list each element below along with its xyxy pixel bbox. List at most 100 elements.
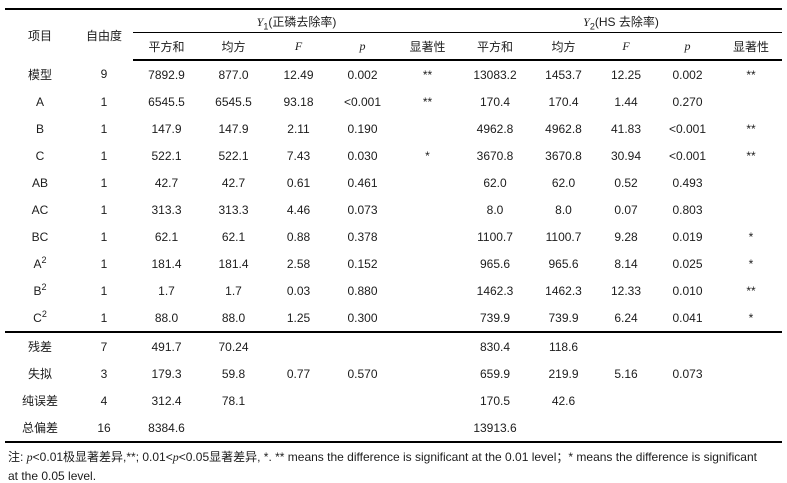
cell-y1-sum-squares: 147.9 [151,121,182,136]
cell-y2-f-value: 6.24 [614,310,638,325]
table-note: 注: p<0.01极显著差异,**; 0.01<p<0.05显著差异, *. *… [5,448,782,483]
header-y1-p: p [330,32,395,61]
cell-y1-f-value: 1.25 [286,310,311,325]
table-row: BC 1 62.1 62.1 0.88 0.378 1100.7 1100.7 9.28 0.01… [5,223,782,250]
cell-y2-sum-squares: 4962.8 [476,121,514,136]
cell-y2-f-value: 1.44 [614,94,638,109]
cell-y2-sum-squares: 965.6 [480,256,511,271]
cell-y1-p-value: 0.378 [347,229,378,244]
cell-y1-p-value [330,387,395,414]
cell-y1-p-value: 0.570 [347,366,378,381]
cell-y1-sum-squares: 179.3 [151,366,182,381]
table-row: A2 1 181.4 181.4 2.58 0.152 965.6 965.6 8.14 0.02… [5,250,782,277]
cell-df: 1 [100,148,108,163]
header-item: 项目 [27,28,52,43]
cell-y2-significance: ** [746,148,756,163]
table-note-line2: at the 0.05 level. [8,469,97,483]
note-text: <0.01极显著差异,**; 0.01< [32,450,173,464]
y2-group-label: (HS 去除率) [594,14,659,29]
header-y2-sum-squares: 平方和 [460,32,531,61]
table-row: C 1 522.1 522.1 7.43 0.030 * 3670.8 3670.8 30.94 <… [5,142,782,169]
table-row: 总偏差 16 8384.6 13913.6 [5,414,782,442]
cell-y1-f-value: 93.18 [283,94,314,109]
table-row: AC 1 313.3 313.3 4.46 0.073 8.0 8.0 0.07 0.803 [5,196,782,223]
cell-y1-significance: * [425,148,430,163]
cell-y1-mean-square: 88.0 [221,310,246,325]
cell-y1-f-value: 0.88 [286,229,311,244]
note-text: 注: [8,450,27,464]
note-p-symbol: p [26,450,33,464]
cell-y1-f-value: 0.61 [286,175,311,190]
cell-y1-significance [395,387,460,414]
cell-y2-f-value [597,387,655,414]
cell-y1-mean-square: 313.3 [218,202,249,217]
row-label: 残差 [5,331,75,360]
cell-y2-mean-square: 219.9 [548,366,579,381]
cell-y2-mean-square: 1453.7 [545,67,582,82]
cell-y1-mean-square: 6545.5 [215,94,252,109]
cell-y2-sum-squares: 3670.8 [476,148,514,163]
cell-y2-f-value: 0.07 [614,202,638,217]
cell-y1-mean-square: 78.1 [221,393,246,408]
cell-y2-mean-square: 170.4 [548,94,579,109]
cell-y1-f-value: 0.77 [286,366,311,381]
cell-y2-f-value: 41.83 [611,121,642,136]
row-label: 模型 [27,67,52,82]
cell-df: 1 [100,175,108,190]
cell-y2-p-value [655,387,720,414]
cell-y2-f-value: 12.33 [611,283,642,298]
header-sub-row: 平方和 均方 F p 显著性 平方和 均方 F p 显著性 [5,32,783,61]
table-row: 模型 9 7892.9 877.0 12.49 0.002 ** 13083.2 1453.7 1… [5,60,782,88]
cell-y2-mean-square: 62.0 [551,175,576,190]
cell-y1-p-value: 0.880 [347,283,378,298]
cell-y2-mean-square: 739.9 [548,310,579,325]
cell-y2-significance [720,331,783,360]
cell-y1-f-value [267,331,330,360]
cell-y1-p-value [330,414,395,442]
cell-y1-mean-square: 147.9 [218,121,249,136]
cell-y2-sum-squares: 1462.3 [476,283,514,298]
table-row: AB 1 42.7 42.7 0.61 0.461 62.0 62.0 0.52 0.493 [5,169,782,196]
cell-y1-sum-squares: 7892.9 [148,67,185,82]
header-y2-significance: 显著性 [720,32,783,61]
cell-y1-sum-squares: 312.4 [151,393,182,408]
cell-y1-p-value: 0.300 [347,310,378,325]
row-label: 失拟 [27,367,52,381]
cell-y1-p-value: 0.002 [347,67,378,82]
row-label: 纯误差 [21,394,58,408]
y2-symbol: Y [583,14,590,29]
cell-df: 9 [100,67,108,81]
cell-y2-mean-square: 1100.7 [545,229,582,244]
cell-y2-mean-square: 965.6 [548,256,579,271]
cell-y1-significance [395,277,460,304]
cell-y2-p-value: 0.270 [672,94,703,109]
header-y1-mean-square: 均方 [200,32,267,61]
cell-y1-mean-square: 181.4 [218,256,249,271]
cell-y2-mean-square: 118.6 [530,331,598,360]
cell-y2-p-value [655,331,721,360]
cell-y1-significance [395,304,460,332]
cell-y1-f-value [267,387,330,414]
cell-y2-p-value: 0.010 [672,283,703,298]
cell-df: 16 [97,420,111,435]
cell-y1-mean-square [200,414,267,442]
cell-y1-significance [395,360,460,387]
cell-y2-significance [720,414,782,442]
cell-y1-sum-squares: 491.7 [133,331,200,360]
row-label: C [35,148,45,163]
cell-y2-f-value: 8.14 [614,256,638,271]
cell-y1-f-value [267,414,330,442]
table-row: B 1 147.9 147.9 2.11 0.190 4962.8 4962.8 41.83 <0… [5,115,782,142]
y2-subscript: 2 [589,20,595,31]
row-label: AB [31,175,48,190]
cell-y2-p-value: 0.493 [672,175,703,190]
cell-y1-p-value [330,331,395,360]
cell-df: 4 [100,393,108,408]
cell-y2-significance [720,387,782,414]
cell-y1-p-value: 0.152 [347,256,378,271]
cell-y2-mean-square: 8.0 [555,202,572,217]
cell-y1-significance: ** [422,94,433,109]
cell-y2-significance: ** [746,121,756,136]
cell-y1-f-value: 4.46 [286,202,311,217]
cell-y2-f-value [597,331,656,360]
